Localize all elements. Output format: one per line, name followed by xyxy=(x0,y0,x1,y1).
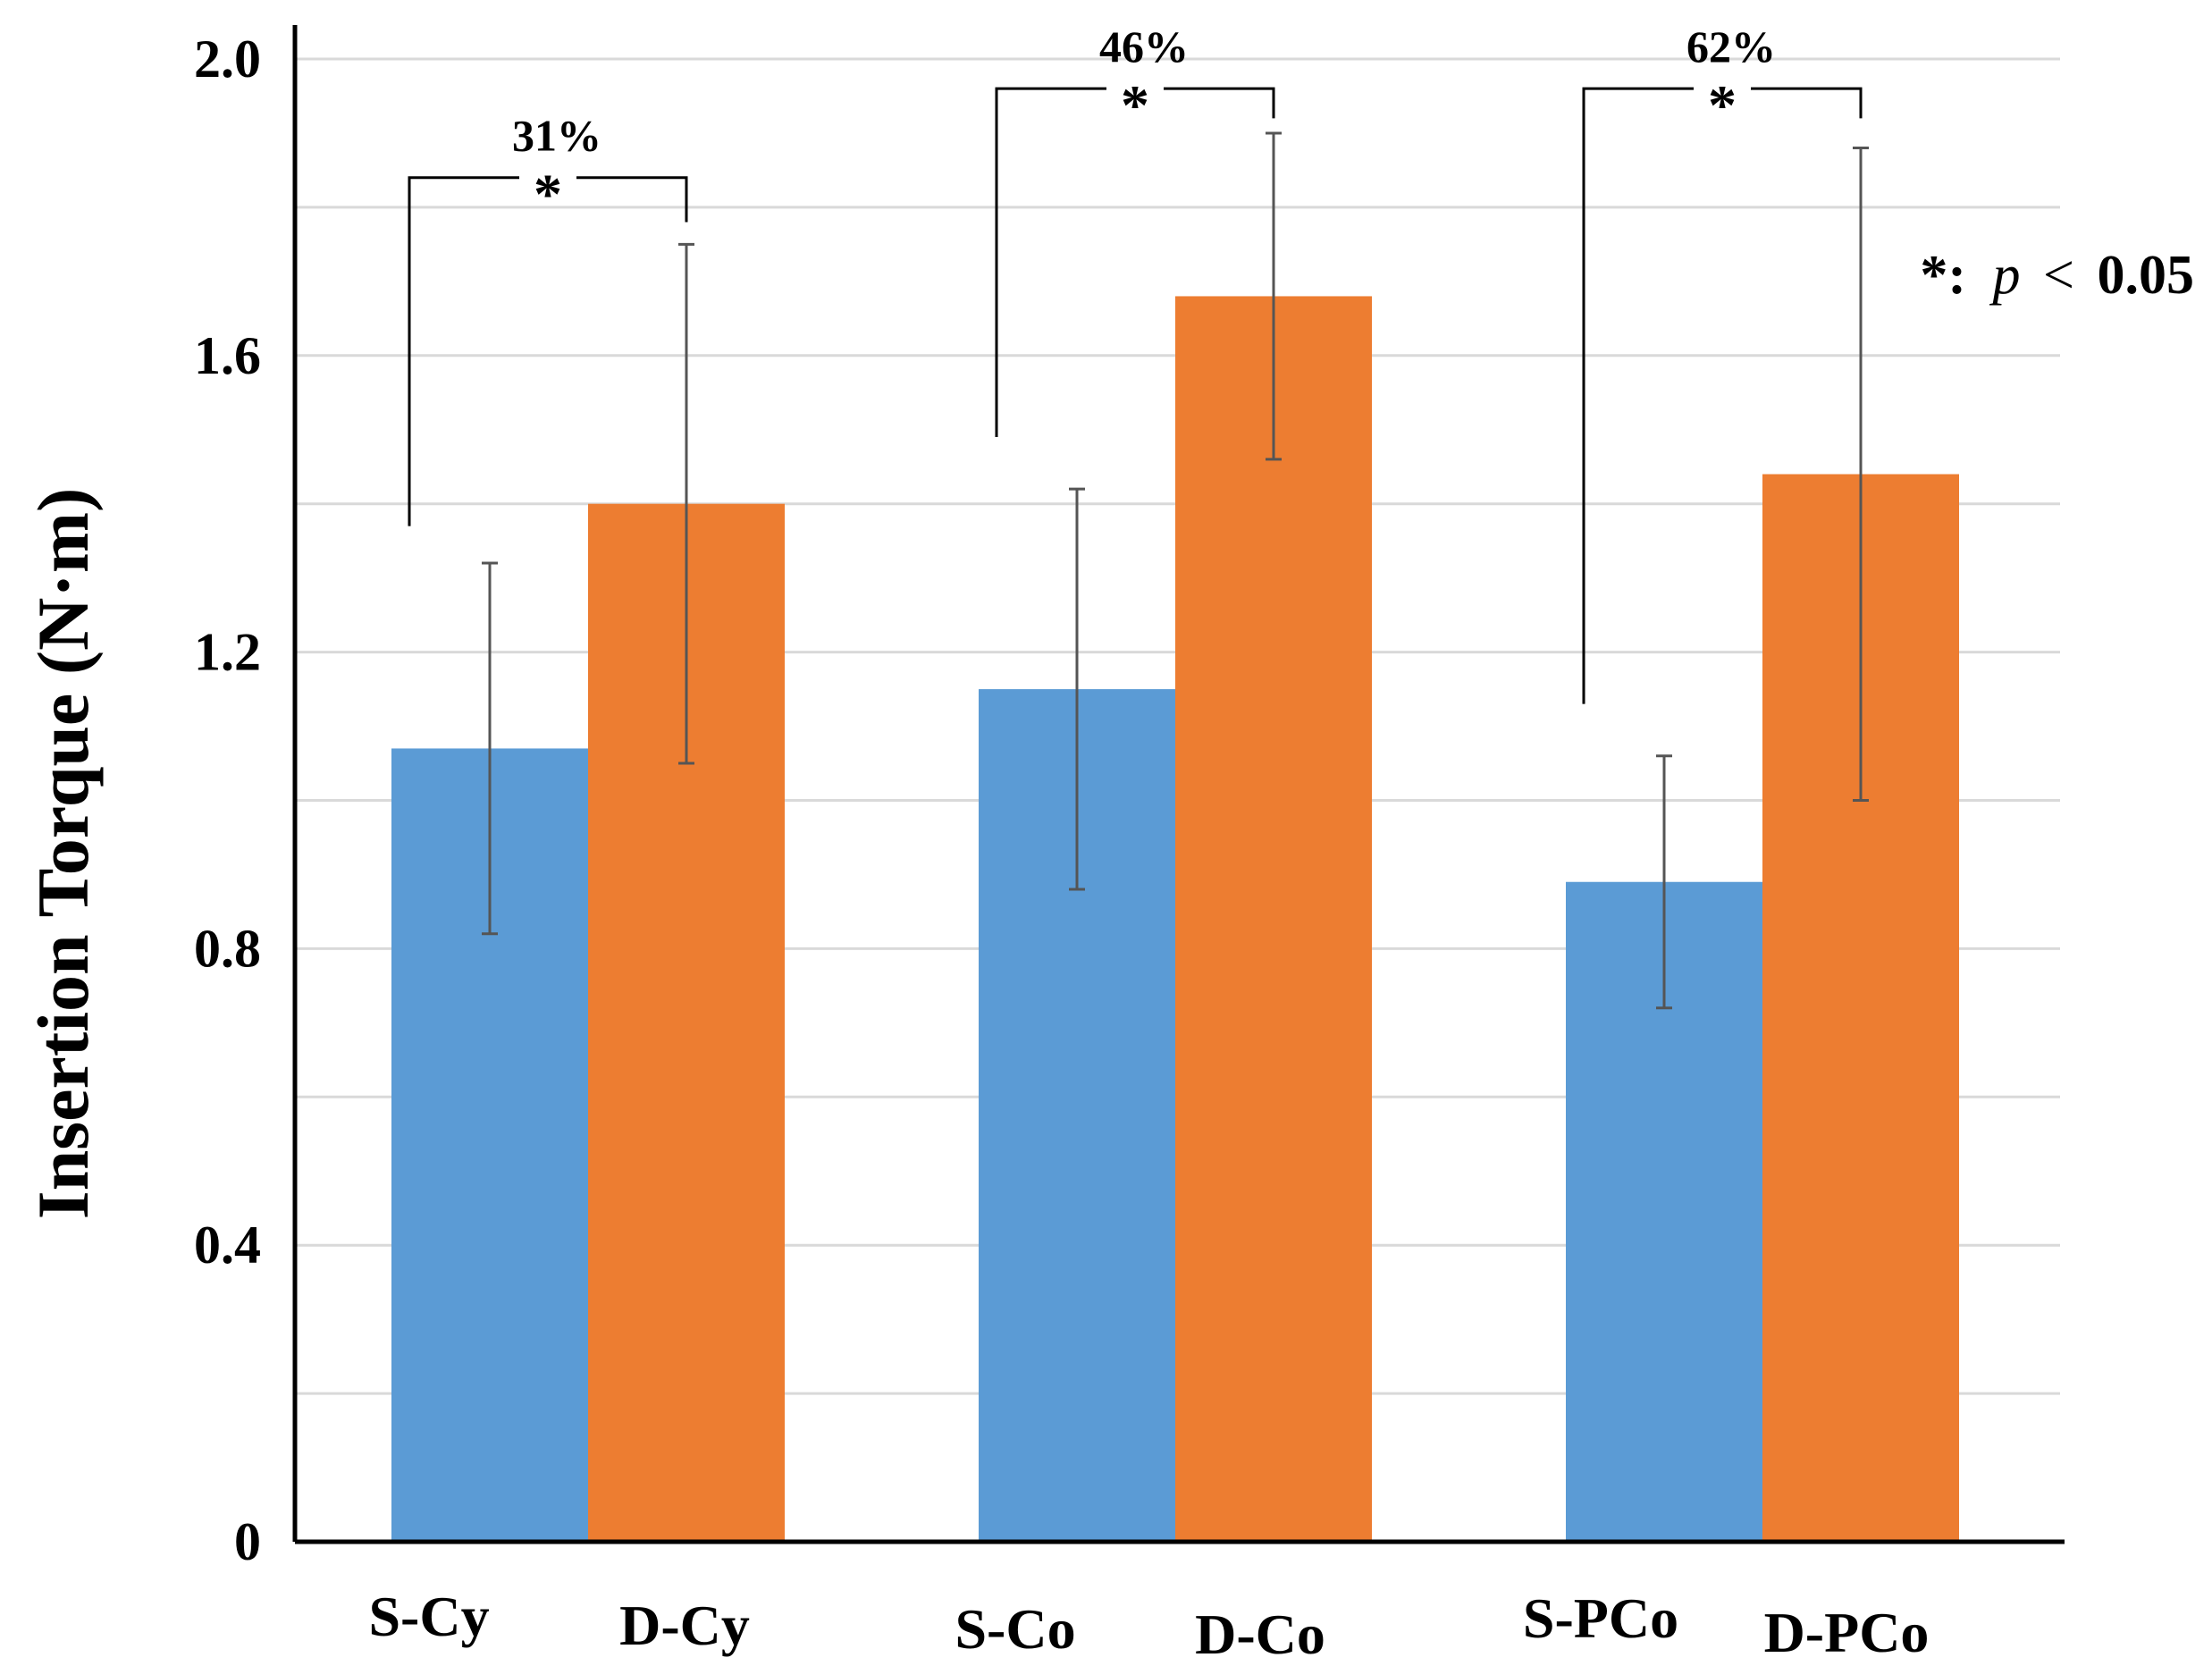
significance-star: * xyxy=(534,163,562,226)
y-tick-label: 1.2 xyxy=(194,623,261,682)
x-tick-label: S-PCo xyxy=(1523,1586,1678,1650)
significance-bracket xyxy=(995,87,1275,438)
significance-star: * xyxy=(1708,73,1737,137)
y-tick-label: 0.8 xyxy=(194,919,261,978)
x-tick-label: D-Cy xyxy=(619,1594,750,1657)
x-tick-label: D-Co xyxy=(1195,1603,1325,1666)
bars xyxy=(391,296,1959,1543)
error-bars xyxy=(482,131,1869,1010)
significance-note-p: p xyxy=(1989,245,2021,306)
axes xyxy=(292,25,2065,1544)
x-tick-label: D-PCo xyxy=(1764,1601,1930,1664)
y-axis-title: Insertion Torque (N·m) xyxy=(22,488,104,1220)
percent-label: 46% xyxy=(1099,21,1189,72)
significance-note-threshold: 0.05 xyxy=(2098,245,2195,306)
bar xyxy=(1175,296,1372,1543)
significance-note: *: p < 0.05 xyxy=(1920,245,2194,306)
axis-labels: 0 0.4 0.8 1.2 1.6 2.0 S-Cy D-Cy S-Co D-Co S-PCo D-P… xyxy=(194,29,1929,1666)
x-tick-label: S-Co xyxy=(955,1597,1075,1661)
y-tick-label: 0.4 xyxy=(194,1216,261,1275)
significance-note-star: *: xyxy=(1920,245,1966,306)
significance-bracket xyxy=(1582,87,1863,704)
significance-star: * xyxy=(1121,73,1149,137)
y-tick-label: 2.0 xyxy=(194,29,261,88)
significance-bracket xyxy=(408,176,688,526)
y-tick-label: 0 xyxy=(234,1512,261,1571)
y-tick-label: 1.6 xyxy=(194,326,261,385)
significance-brackets: *31% *46%*62% xyxy=(408,21,1863,704)
percent-label: 31% xyxy=(512,111,601,161)
significance-note-operator: < xyxy=(2043,245,2074,306)
x-tick-label: S-Cy xyxy=(368,1585,489,1648)
percent-label: 62% xyxy=(1686,21,1776,72)
